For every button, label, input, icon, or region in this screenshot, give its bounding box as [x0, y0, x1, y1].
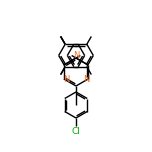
Text: N: N — [73, 52, 79, 60]
Text: N: N — [83, 76, 89, 85]
Text: Cl: Cl — [72, 128, 80, 136]
Text: N: N — [63, 76, 69, 85]
